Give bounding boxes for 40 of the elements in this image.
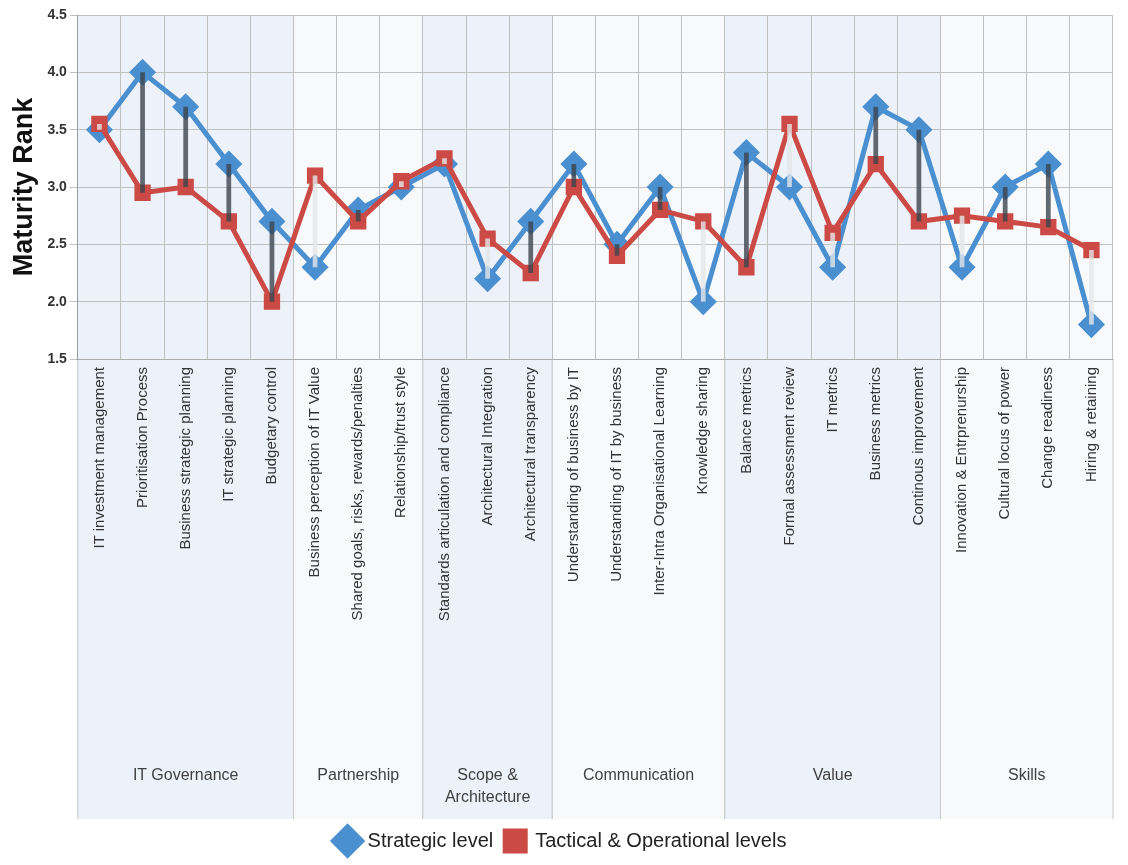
band-label: IT Governance [132,766,239,784]
x-tick-label: IT strategic planning [218,367,236,502]
x-tick-label: Architectural transparency [520,366,538,542]
band-label: Communication [582,766,695,784]
x-tick-label: Innovation & Entrprenurship [952,367,970,553]
x-tick-label: Business perception of IT Value [305,367,323,578]
y-tick-label: 4.5 [47,5,68,22]
band-label: Skills [1008,766,1046,784]
x-tick-label: Architectural Integration [477,367,495,526]
x-tick-label: Hiring & retaining [1081,367,1099,483]
x-tick-label: IT metrics [822,367,840,433]
y-axis-title: Maturity Rank [7,96,38,277]
x-tick-label: Cultural locus of power [995,367,1013,520]
y-tick-label: 3.5 [47,120,68,137]
legend-label: Tactical & Operational levels [535,828,787,851]
y-tick-label: 1.5 [47,349,68,366]
band-label: Partnership [317,766,400,784]
y-tick-label: 2.0 [47,292,68,309]
y-tick-label: 3.0 [47,177,68,194]
x-tick-label: Prioritisation Process [132,367,150,508]
x-tick-label: Knowledge sharing [693,367,711,495]
x-tick-label: Inter-Intra Organisational Learning [650,367,668,596]
x-tick-label: Understanding of business by IT [564,367,582,583]
x-tick-label: Business strategic planning [175,367,193,550]
x-tick-label: Understanding of IT by business [607,367,625,582]
y-tick-label: 2.5 [47,235,68,252]
x-tick-label: Formal assessment review [779,366,797,546]
band-label: Value [812,766,853,784]
x-tick-label: Budgetary control [262,367,280,485]
x-tick-label: Balance metrics [736,367,754,474]
legend-label: Strategic level [367,828,494,851]
x-tick-label: Continous improvement [909,366,927,526]
band-label: Scope & Architecture [444,766,531,806]
x-tick-label: Business metrics [865,367,883,481]
x-tick-label: Shared goals, risks, rewards/penalties [348,367,366,621]
x-tick-label: IT investment management [89,366,107,549]
x-tick-label: Standards articulation and compliance [434,367,452,622]
x-tick-label: Change readiness [1038,367,1056,489]
x-tick-label: Relationship/trust style [391,367,409,518]
y-tick-label: 4.0 [47,63,68,80]
